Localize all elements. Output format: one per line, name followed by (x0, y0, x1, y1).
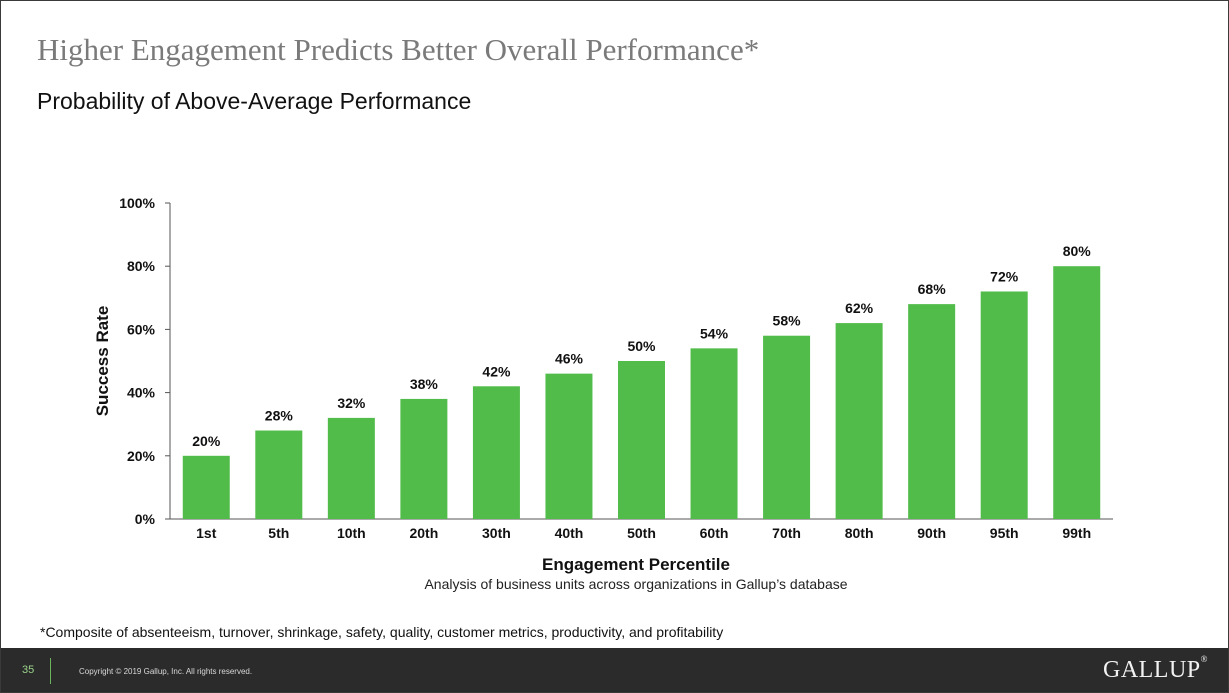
bar (908, 304, 956, 519)
bar-chart: 0% 20% 40% 60% 80% 100% Success Rate 20% 1st 28% 5… (93, 195, 1113, 541)
bar (618, 361, 665, 519)
footer-divider (50, 658, 51, 684)
footnote: *Composite of absenteeism, turnover, shr… (40, 624, 724, 640)
y-tick-label: 60% (127, 321, 156, 337)
bar (327, 417, 375, 519)
data-label: 80% (1063, 243, 1092, 259)
y-axis-title: Success Rate (93, 306, 112, 417)
x-tick-label: 50th (627, 525, 656, 541)
data-label: 32% (337, 395, 366, 411)
data-label: 28% (265, 408, 294, 424)
bar (1053, 266, 1101, 519)
x-tick-label: 90th (917, 525, 946, 541)
x-tick-label: 80th (845, 525, 874, 541)
x-tick-label: 60th (700, 525, 729, 541)
data-label: 68% (918, 281, 947, 297)
footer-bar: 35 Copyright © 2019 Gallup, Inc. All rig… (1, 648, 1228, 692)
bar (255, 430, 303, 519)
gallup-logo: GALLUP® (1102, 654, 1208, 684)
x-tick-label: 95th (990, 525, 1019, 541)
data-label: 58% (773, 313, 802, 329)
bar (182, 455, 230, 519)
x-tick-label: 20th (409, 525, 438, 541)
x-tick-label: 40th (555, 525, 584, 541)
data-label: 20% (192, 433, 221, 449)
x-tick-label: 10th (337, 525, 366, 541)
y-tick-label: 20% (127, 448, 156, 464)
slide-title: Higher Engagement Predicts Better Overal… (37, 32, 760, 67)
bar (835, 323, 883, 519)
data-label: 54% (700, 325, 729, 341)
y-tick-label: 0% (135, 511, 156, 527)
x-tick-label: 99th (1062, 525, 1091, 541)
bar (763, 335, 811, 519)
x-axis-title: Engagement Percentile (541, 555, 730, 574)
x-tick-label: 70th (772, 525, 801, 541)
bar (545, 373, 593, 519)
bar (980, 291, 1028, 519)
data-label: 42% (482, 363, 511, 379)
y-tick-label: 80% (127, 258, 156, 274)
x-tick-label: 1st (196, 525, 217, 541)
data-label: 62% (845, 300, 874, 316)
bar (472, 386, 520, 519)
page-number: 35 (22, 664, 35, 676)
x-tick-label: 5th (268, 525, 289, 541)
logo-mark: ® (1200, 654, 1208, 664)
data-label: 46% (555, 351, 584, 367)
x-axis-caption: Analysis of business units across organi… (424, 576, 848, 592)
bar (690, 348, 738, 519)
x-tick-label: 30th (482, 525, 511, 541)
y-tick-label: 100% (119, 195, 155, 211)
y-tick-label: 40% (127, 385, 156, 401)
data-label: 50% (627, 338, 656, 354)
chart-subtitle: Probability of Above-Average Performance (37, 88, 472, 114)
data-label: 38% (410, 376, 439, 392)
bar (400, 398, 448, 519)
copyright-text: Copyright © 2019 Gallup, Inc. All rights… (79, 667, 253, 676)
data-label: 72% (990, 268, 1019, 284)
logo-text: GALLUP (1102, 657, 1201, 683)
